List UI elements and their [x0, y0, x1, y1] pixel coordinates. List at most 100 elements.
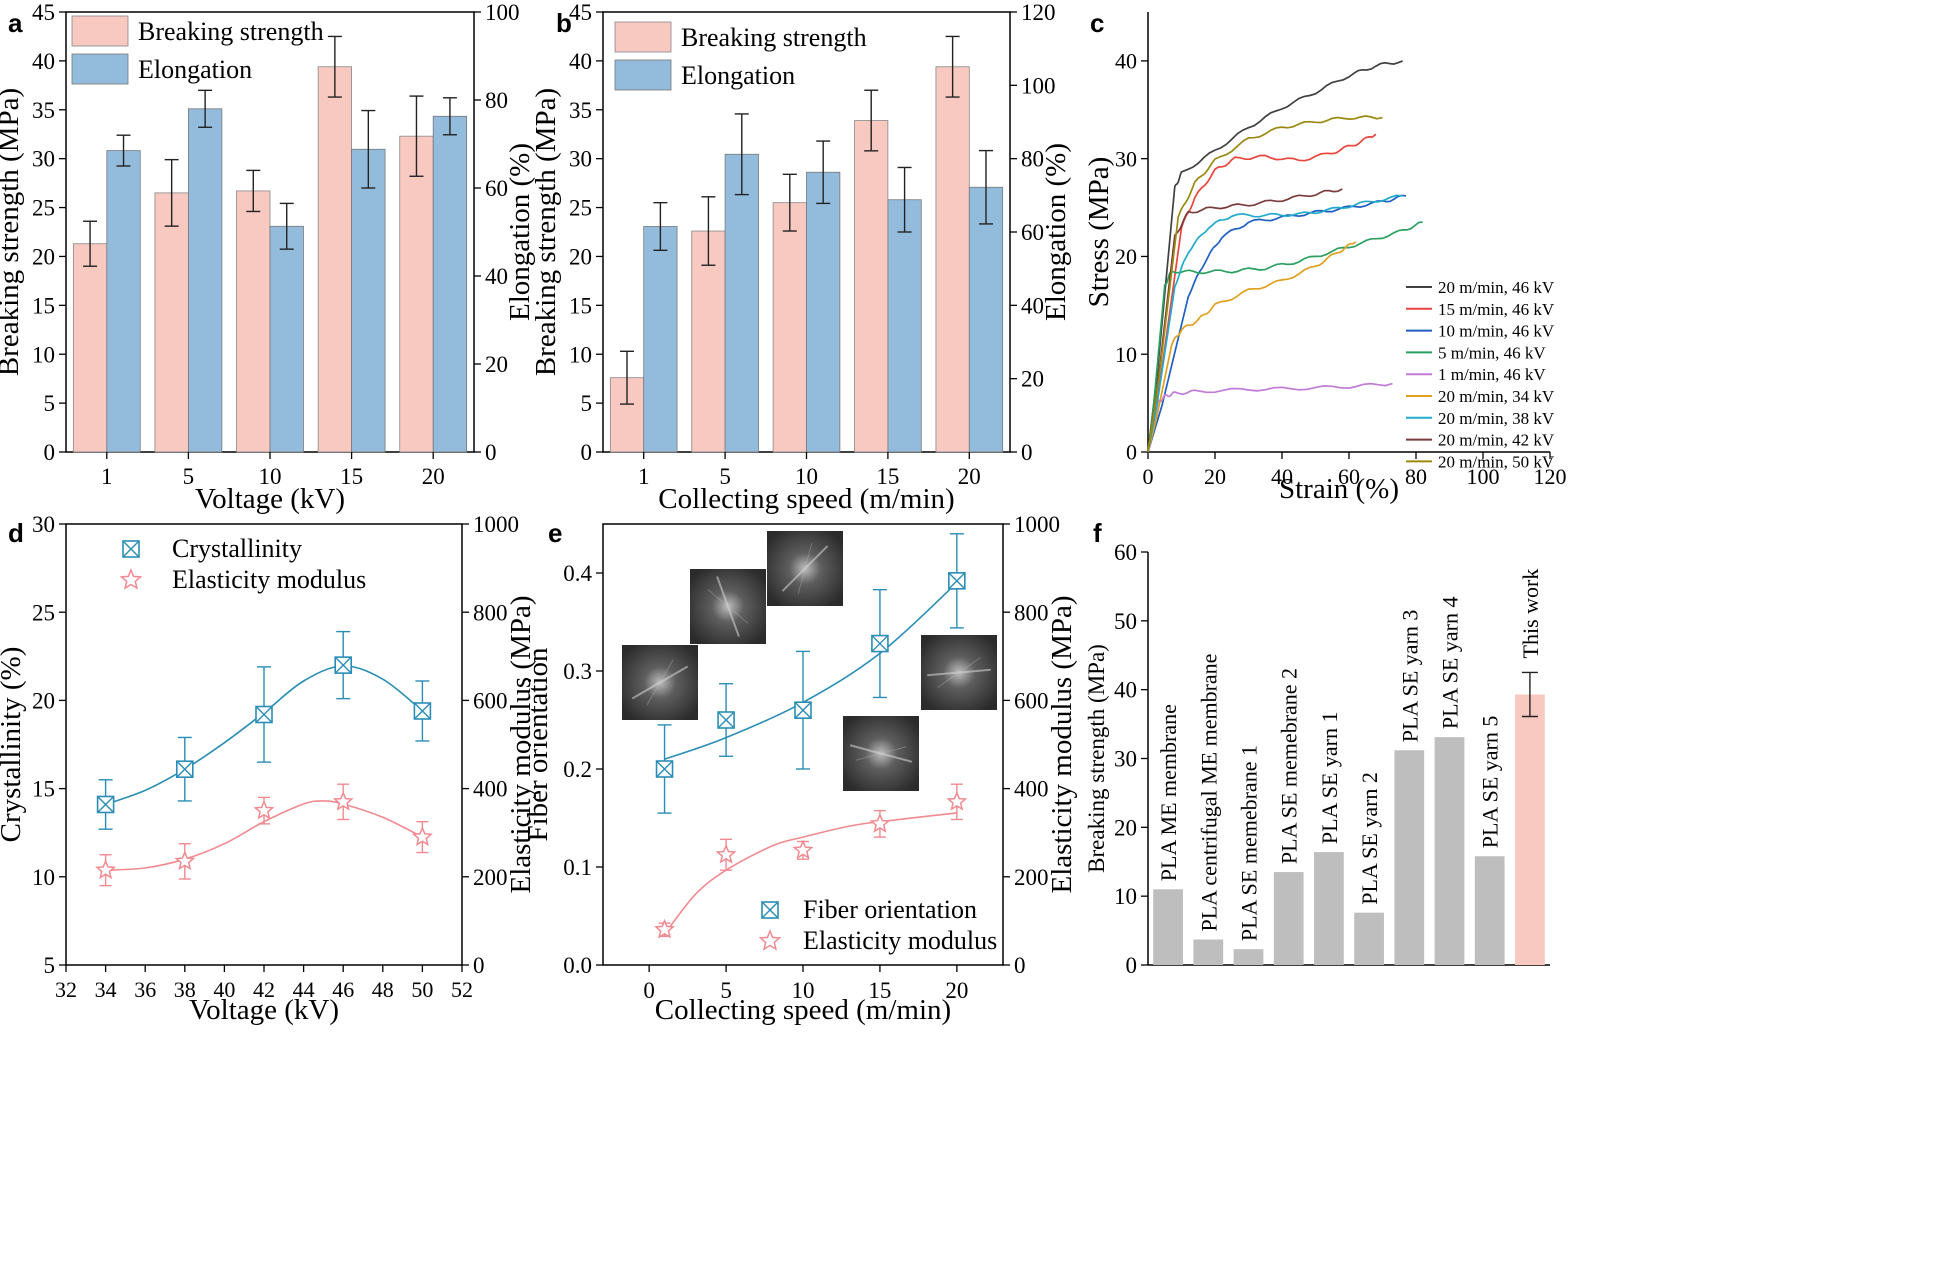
panel-f-bar: [1394, 750, 1425, 965]
panel-d-point-crystallinity-cross: [255, 706, 273, 724]
panel-d-y-tick-label: 5: [44, 953, 56, 978]
panel-a-bar-elongation: [106, 150, 141, 453]
panel-b-y2-tick-label: 60: [1021, 220, 1044, 245]
panel-d-point-crystallinity-cross: [176, 760, 194, 778]
panel-e-point-modulus: [946, 790, 968, 811]
panel-f-bar-label: PLA SE yarn 5: [1478, 716, 1503, 849]
panel-e-x-tick-label: 20: [945, 978, 968, 1003]
panel-d-point-modulus: [174, 850, 196, 871]
panel-f-bar-label: PLA SE yarn 3: [1397, 610, 1422, 743]
panel-c-curve-5: [1147, 382, 1393, 453]
panel-f-bar-label: PLA ME membrane: [1156, 704, 1181, 881]
panel-f-bar: [1193, 939, 1224, 965]
panel-e-xlabel: Collecting speed (m/min): [655, 994, 951, 1026]
panel-f-y-tick-label: 50: [1114, 609, 1137, 634]
panel-b-bar-elongation: [643, 226, 678, 453]
panel-b-bar-breaking-strength: [772, 202, 807, 453]
panel-b-legend-label-breaking: Breaking strength: [681, 23, 867, 52]
panel-d-x-tick-label: 32: [55, 977, 77, 1002]
panel-b-bar-breaking-strength: [691, 230, 726, 453]
panel-e-point-modulus: [869, 812, 891, 833]
panel-a-x-tick-label: 20: [422, 464, 445, 489]
panel-f-bar: [1354, 912, 1384, 965]
panel-b-ylabel: Breaking strength (MPa): [530, 88, 562, 376]
panel-a-y-tick-label: 10: [32, 342, 55, 367]
panel-b-y-tick-label: 40: [569, 49, 592, 74]
panel-a-y-tick-label: 40: [32, 49, 55, 74]
panel-a-x-tick-label: 15: [340, 464, 363, 489]
panel-c-curve-8: [1147, 188, 1343, 453]
panel-d-x-tick-label: 34: [95, 977, 117, 1002]
panel-e-point-modulus: [715, 843, 737, 864]
panel-d-x-tick-label: 48: [372, 977, 394, 1002]
panel-b-x-tick-label: 5: [719, 464, 731, 489]
panel-a-bar-breaking-strength: [72, 243, 108, 453]
panel-e-y-tick-label: 0.4: [563, 561, 592, 586]
panel-d-x-tick-label: 36: [134, 977, 156, 1002]
panel-e-point-orientation-cross: [717, 711, 735, 729]
panel-b-y-tick-label: 35: [569, 98, 592, 123]
panel-d-point-modulus: [253, 799, 275, 820]
panel-f-bar-label: PLA SE memebrane 2: [1277, 668, 1302, 864]
panel-b-y2-tick-label: 40: [1021, 293, 1044, 318]
panel-c-curve-7: [1147, 194, 1403, 453]
panel-f-y-tick-label: 40: [1114, 678, 1137, 703]
panel-f-y-tick-label: 20: [1114, 815, 1137, 840]
panel-e-point-modulus: [792, 839, 814, 860]
panel-b-y-tick-label: 10: [569, 342, 592, 367]
panel-a-bar-breaking-strength: [399, 135, 434, 453]
panel-f-bar: [1474, 856, 1505, 965]
panel-d-x-tick-label: 46: [332, 977, 354, 1002]
panel-a-y-tick-label: 15: [32, 293, 55, 318]
panel-a-y2-tick-label: 20: [485, 352, 508, 377]
panel-e-fft-streak-5: [937, 657, 981, 688]
panel-b-x-tick-label: 1: [638, 464, 650, 489]
panel-e-x-tick-label: 5: [720, 978, 732, 1003]
panel-e-y-tick-label: 0.2: [563, 757, 592, 782]
panel-e-y2-tick-label: 600: [1014, 688, 1049, 713]
panel-d-legend-label-crystallinity: Crystallinity: [172, 534, 302, 563]
panel-letter-c: c: [1090, 8, 1104, 38]
panel-c-x-tick-label: 120: [1534, 464, 1567, 489]
panel-d-y2label: Elasticity modulus (MPa): [505, 595, 537, 893]
panel-f-bar: [1233, 949, 1264, 965]
panel-d-x-tick-label: 42: [253, 977, 275, 1002]
panel-f-bar-label: PLA SE yarn 4: [1438, 597, 1463, 730]
panel-d-x-tick-label: 52: [451, 977, 473, 1002]
panel-a-legend-label-breaking: Breaking strength: [138, 17, 324, 46]
panel-b-y2-tick-label: 80: [1021, 147, 1044, 172]
panel-f-bar-label: PLA centrifugal ME membrane: [1196, 654, 1221, 932]
panel-a-x-tick-label: 1: [101, 464, 113, 489]
panel-b-x-tick-label: 20: [958, 464, 981, 489]
panel-d-point-modulus: [332, 790, 354, 811]
panel-a-bar-breaking-strength: [236, 190, 271, 453]
panel-e-legend-label-orientation: Fiber orientation: [803, 895, 977, 924]
panel-e-fft-streak-1: [646, 659, 674, 706]
panel-a-x-tick-label: 10: [259, 464, 282, 489]
panel-e-point-orientation-cross: [656, 760, 674, 778]
panel-c-curve-9: [1147, 115, 1383, 453]
panel-c-legend-label-4: 5 m/min, 46 kV: [1438, 343, 1546, 362]
panel-d-x-tick-label: 50: [411, 977, 433, 1002]
panel-d-fit-modulus: [105, 800, 423, 871]
panel-d-y2-tick-label: 1000: [473, 512, 519, 537]
panel-d-y-tick-label: 10: [32, 865, 55, 890]
panel-b-bar-elongation: [806, 171, 841, 453]
panel-a-ylabel: Breaking strength (MPa): [0, 88, 25, 376]
panel-d-xlabel: Voltage (kV): [189, 994, 339, 1026]
panel-a-legend-label-elongation: Elongation: [138, 55, 252, 84]
panel-e-y2-tick-label: 0: [1014, 953, 1026, 978]
panel-f-y-tick-label: 0: [1126, 953, 1138, 978]
panel-a-bar-elongation: [432, 115, 468, 453]
panel-c-x-tick-label: 100: [1467, 464, 1500, 489]
panel-f-bar: [1153, 889, 1183, 965]
panel-e-point-orientation-cross: [871, 635, 889, 653]
panel-a-y-tick-label: 20: [32, 244, 55, 269]
panel-a-y-tick-label: 30: [32, 147, 55, 172]
panel-c-ylabel: Stress (MPa): [1083, 157, 1115, 308]
panel-e-point-orientation-cross: [794, 701, 812, 719]
panel-c-legend-label-6: 20 m/min, 34 kV: [1438, 387, 1555, 406]
panel-c-curve-6: [1147, 241, 1357, 453]
panel-letter-f: f: [1093, 518, 1102, 548]
panel-e-fft-streak-2: [716, 576, 740, 637]
